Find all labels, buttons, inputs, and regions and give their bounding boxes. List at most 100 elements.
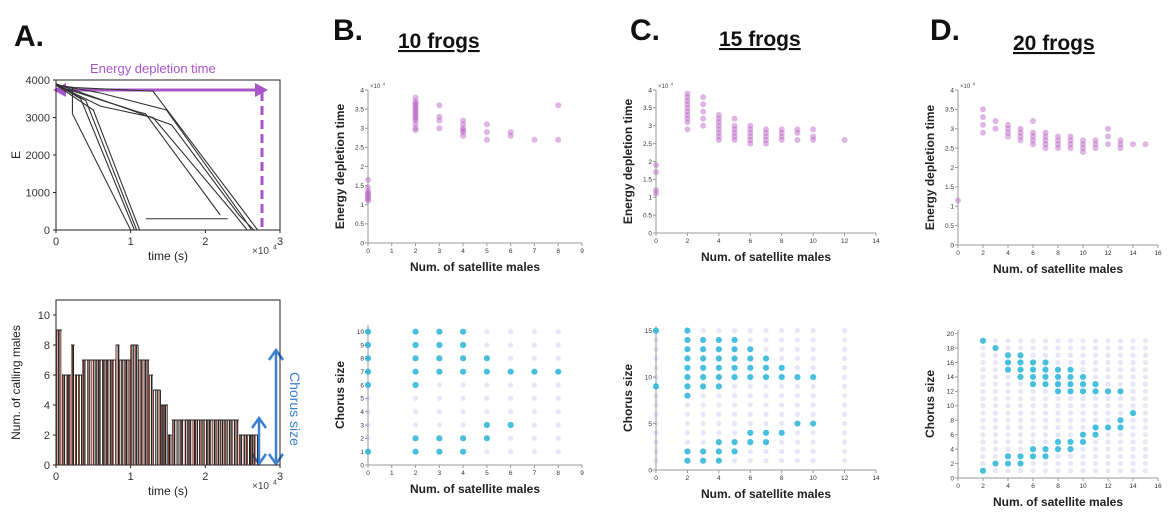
d-bottom-point-faint	[1067, 395, 1074, 402]
c-bottom-point-faint	[841, 365, 848, 371]
c-top-point	[700, 122, 707, 129]
c-bottom-point-faint	[747, 393, 753, 399]
c-bottom-point-faint	[794, 411, 801, 417]
c-bottom-point-strong	[731, 346, 738, 353]
b-bottom-point-faint	[555, 342, 561, 348]
c-bottom-point-strong	[700, 336, 707, 344]
d-bottom-point-faint	[1017, 338, 1024, 344]
panel-letter-c: C.	[630, 14, 660, 47]
c-bottom-point-faint	[653, 365, 659, 371]
d-bottom-point-faint	[1055, 338, 1061, 344]
a-top-trace-8	[55, 84, 253, 231]
d-bottom-point-faint	[1092, 468, 1099, 474]
d-bottom-point-faint	[1142, 468, 1149, 474]
d-bottom-point-strong	[1029, 453, 1037, 460]
d-bottom-point-faint	[1030, 388, 1036, 394]
c-bottom-y-tick-label: 5	[648, 421, 652, 428]
b-bottom-y-tick-label: 8	[360, 356, 364, 363]
b-bottom-point-faint	[555, 329, 561, 335]
d-bottom-point-strong	[1067, 373, 1074, 381]
b-top-point	[460, 127, 467, 134]
d-bottom-point-faint	[1042, 388, 1049, 394]
c-top-point	[653, 187, 659, 194]
d-bottom-point-strong	[1092, 431, 1099, 438]
d-top-point	[1042, 145, 1049, 152]
d-bottom-point-strong	[979, 337, 987, 344]
d-top-y-tick-label: 2.5	[945, 145, 954, 152]
c-bottom-point-strong	[652, 383, 660, 390]
c-top-point	[794, 137, 801, 144]
d-bottom-point-faint	[1142, 395, 1149, 402]
c-bottom-point-faint	[716, 420, 722, 427]
b-bottom-y-tick-label: 3	[360, 422, 364, 429]
c-top-x-axis-label: Num. of satellite males	[701, 250, 831, 264]
c-top-x-tick-label: 4	[717, 238, 721, 245]
c-bottom-point-faint	[716, 430, 722, 436]
c-bottom-point-faint	[779, 402, 785, 408]
d-bottom-point-faint	[1055, 352, 1061, 358]
c-bottom-point-strong	[684, 373, 691, 381]
d-bottom-x-tick-label: 0	[956, 483, 960, 490]
a-bottom-y-axis-label: Num. of calling males	[9, 325, 23, 440]
b-bottom-point-strong	[460, 355, 467, 362]
c-bottom-point-faint	[779, 448, 785, 455]
c-bottom-point-faint	[763, 402, 769, 408]
b-bottom-point-faint	[460, 422, 466, 428]
d-bottom-point-faint	[1130, 446, 1136, 452]
d-bottom-point-faint	[980, 352, 986, 358]
b-bottom-point-strong	[436, 341, 443, 349]
d-top-point	[1030, 129, 1036, 136]
d-bottom-point-faint	[1092, 453, 1099, 459]
b-bottom-x-axis-label: Num. of satellite males	[410, 482, 540, 496]
b-bottom-y-tick-label: 6	[360, 382, 364, 389]
b-top-x-tick-label: 5	[485, 248, 489, 255]
d-bottom-point-faint	[1117, 338, 1124, 344]
b-top-point	[531, 136, 538, 143]
c-bottom-point-faint	[779, 393, 785, 399]
c-bottom-point-faint	[700, 411, 706, 417]
d-bottom-point-faint	[1142, 453, 1149, 459]
d-bottom-x-axis-label: Num. of satellite males	[993, 495, 1123, 509]
b-bottom-point-faint	[508, 435, 514, 441]
d-bottom-point-faint	[1142, 338, 1149, 344]
d-top-point	[1055, 141, 1061, 148]
d-bottom-point-faint	[1117, 352, 1124, 358]
b-top-point	[555, 102, 562, 109]
b-bottom-point-strong	[436, 355, 443, 362]
d-bottom-point-faint	[1067, 403, 1074, 409]
d-top-x-tick-label: 6	[1031, 250, 1035, 257]
c-bottom-point-faint	[794, 402, 801, 408]
a-top-trace-3	[55, 84, 141, 231]
c-top-point	[715, 129, 722, 136]
d-top-x-tick-label: 4	[1006, 250, 1010, 257]
d-top-point	[1092, 141, 1099, 148]
c-bottom-point-strong	[715, 355, 722, 362]
b-bottom-point-strong	[412, 368, 419, 375]
d-bottom-point-faint	[1042, 338, 1049, 344]
d-top-point	[1092, 137, 1099, 144]
d-top-point	[1117, 137, 1124, 144]
c-bottom-y-tick-label: 0	[648, 467, 652, 474]
c-bottom-point-strong	[731, 336, 738, 344]
d-bottom-point-faint	[1067, 352, 1074, 358]
c-bottom-point-faint	[731, 328, 738, 334]
c-bottom-point-faint	[684, 420, 691, 427]
c-bottom-point-faint	[810, 402, 816, 408]
b-bottom-point-strong	[364, 381, 372, 389]
d-top-x-tick-label: 2	[981, 250, 985, 257]
a-bottom-y-tick-label: 0	[44, 460, 50, 472]
d-bottom-point-faint	[1055, 432, 1061, 438]
d-bottom-point-strong	[1104, 388, 1112, 395]
d-bottom-x-tick-label: 10	[1079, 483, 1087, 490]
d-bottom-point-faint	[1130, 403, 1136, 409]
b-top-point	[460, 132, 467, 139]
c-bottom-point-faint	[794, 448, 801, 455]
d-bottom-point-faint	[1142, 374, 1149, 380]
b-top-x-tick-label: 3	[438, 248, 442, 255]
d-bottom-point-faint	[1042, 432, 1049, 438]
d-bottom-point-faint	[1030, 439, 1036, 445]
c-bottom-point-strong	[715, 383, 722, 390]
d-bottom-y-tick-label: 20	[947, 331, 955, 338]
c-bottom-point-faint	[653, 402, 659, 408]
c-top-point	[794, 126, 801, 133]
